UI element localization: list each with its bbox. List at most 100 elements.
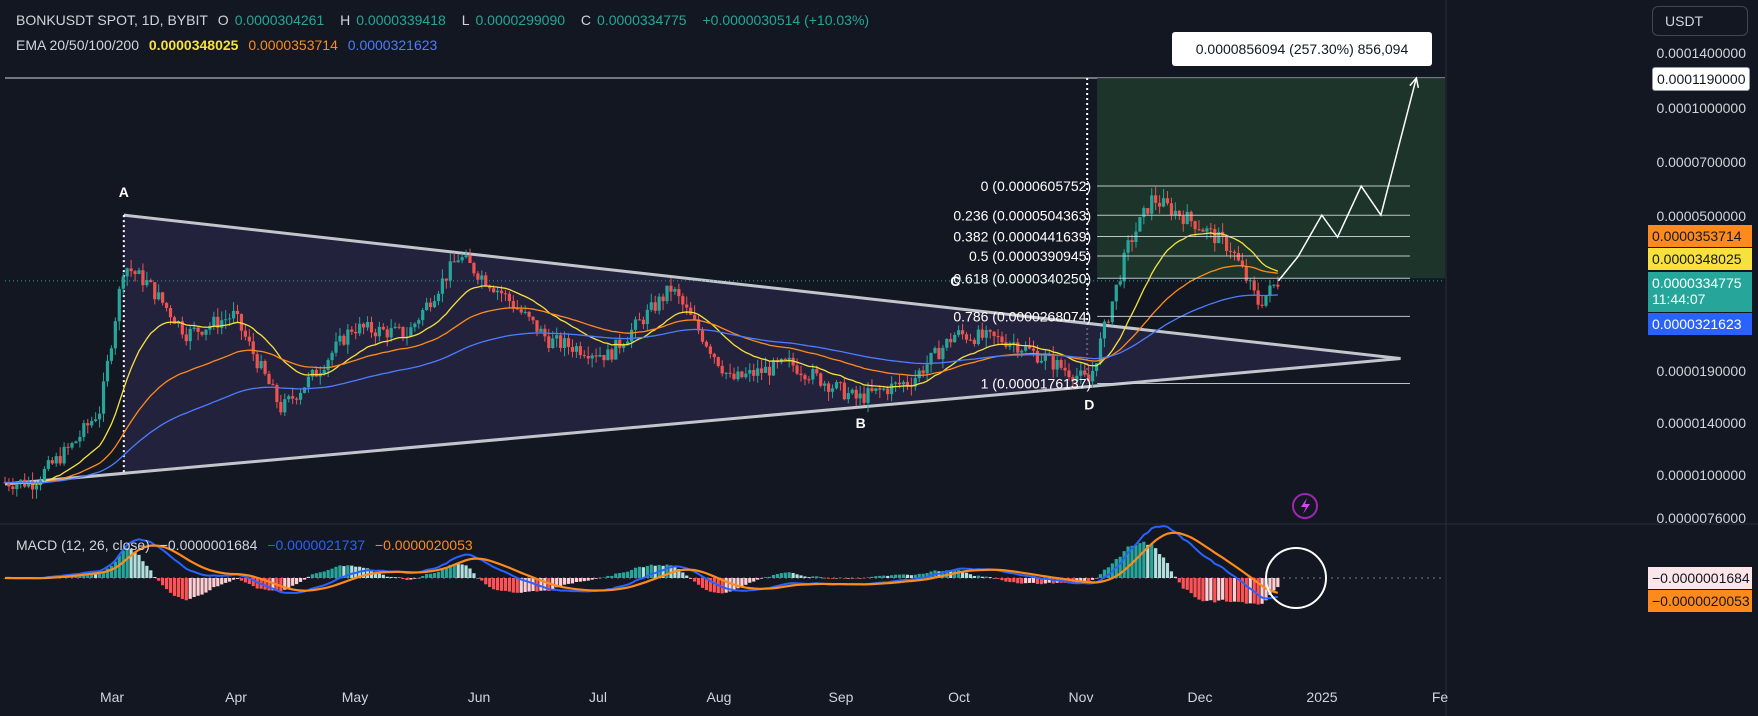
candle-body <box>7 482 11 487</box>
candle <box>231 302 236 324</box>
candle-body <box>795 365 799 374</box>
macd-histogram-bar <box>153 576 157 578</box>
macd-signal-tag: −0.0000020053 <box>1648 590 1752 612</box>
macd-histogram-bar <box>1118 556 1122 578</box>
macd-histogram-bar <box>503 578 508 591</box>
price-axis-label: 0.0000190000 <box>1656 363 1746 379</box>
candle-body <box>1240 260 1244 267</box>
candle <box>590 353 594 368</box>
candle-body <box>799 373 803 376</box>
macd-histogram-bar <box>168 578 173 593</box>
macd-histogram-bar <box>267 578 271 591</box>
candle <box>121 272 125 295</box>
macd-histogram-bar <box>1185 578 1189 590</box>
macd-histogram-bar <box>744 578 748 585</box>
candle <box>968 333 973 342</box>
macd-histogram-bar <box>562 578 567 585</box>
currency-selector[interactable]: USDT <box>1652 6 1748 36</box>
candle <box>255 350 259 373</box>
candle <box>756 359 760 383</box>
candle-body <box>326 360 330 370</box>
macd-histogram-bar <box>1213 578 1217 603</box>
candle <box>239 313 244 341</box>
candle <box>819 372 823 388</box>
time-axis-label: Dec <box>1187 689 1213 705</box>
candle-body <box>890 383 894 395</box>
macd-histogram-bar <box>972 576 977 578</box>
candle-body <box>704 341 709 347</box>
macd-histogram-bar <box>188 578 192 599</box>
candle <box>830 384 835 399</box>
candle-body <box>673 289 677 292</box>
macd-highlight-circle <box>1265 547 1327 609</box>
candle <box>996 329 1000 346</box>
close-value: 0.0000334775 <box>597 12 687 28</box>
candle <box>1252 276 1256 296</box>
candle-body <box>728 372 732 374</box>
macd-histogram-bar <box>791 572 795 578</box>
macd-histogram-bar <box>1244 578 1248 604</box>
macd-histogram-bar <box>740 578 744 587</box>
macd-histogram-bar <box>488 578 492 588</box>
candle <box>259 354 263 370</box>
candle <box>771 357 776 377</box>
candle-body <box>11 486 15 490</box>
candle <box>11 477 15 495</box>
macd-histogram-bar <box>291 578 295 586</box>
macd-histogram-bar <box>704 578 709 591</box>
candle-body <box>866 388 870 403</box>
macd-histogram-bar <box>570 578 575 584</box>
candle <box>90 416 94 428</box>
ema-legend[interactable]: EMA 20/50/100/200 0.0000348025 0.0000353… <box>16 37 443 53</box>
candle <box>823 380 827 392</box>
macd-histogram-bar <box>448 565 452 578</box>
candle-body <box>373 332 378 337</box>
candle <box>1110 301 1114 326</box>
symbol-label[interactable]: BONKUSDT SPOT, 1D, BYBIT <box>16 12 208 28</box>
candle <box>200 331 204 337</box>
candle <box>287 394 291 403</box>
candle-body <box>354 331 358 334</box>
candle <box>188 325 192 351</box>
candle-body <box>129 268 133 272</box>
candle-body <box>1016 342 1020 353</box>
candle <box>886 385 890 401</box>
macd-histogram-bar <box>882 575 886 578</box>
macd-histogram-bar <box>602 577 606 579</box>
candle <box>1232 249 1237 261</box>
macd-histogram-bar <box>665 564 669 578</box>
candle-body <box>168 308 173 318</box>
candle-body <box>109 348 113 361</box>
macd-histogram-bar <box>1197 578 1201 600</box>
price-axis-label: 0.0000076000 <box>1656 510 1746 526</box>
candle <box>129 259 133 277</box>
candle-body <box>846 393 850 400</box>
macd-histogram-bar <box>322 571 326 578</box>
candle-body <box>724 372 728 374</box>
candle <box>696 315 701 335</box>
candle <box>929 352 933 373</box>
candle <box>279 394 283 416</box>
candle-body <box>389 328 393 338</box>
macd-histogram-bar <box>428 573 433 578</box>
candle <box>1236 246 1241 262</box>
candle <box>334 332 338 357</box>
macd-histogram-bar <box>1146 544 1150 578</box>
macd-histogram-bar <box>1106 567 1110 578</box>
candle-body <box>255 354 259 369</box>
macd-histogram-bar <box>736 578 740 589</box>
candle-body <box>377 326 381 337</box>
macd-histogram-bar <box>1205 578 1209 601</box>
candle <box>1122 249 1126 289</box>
macd-histogram-bar <box>1209 578 1213 601</box>
macd-histogram-bar <box>890 575 894 578</box>
candle-body <box>1130 240 1134 243</box>
candle <box>421 307 425 326</box>
candle-body <box>141 270 145 286</box>
candle-body <box>267 373 271 385</box>
macd-legend[interactable]: MACD (12, 26, close) −0.0000001684 −0.00… <box>16 537 479 553</box>
close-key: C <box>580 12 592 28</box>
candle <box>464 249 468 259</box>
